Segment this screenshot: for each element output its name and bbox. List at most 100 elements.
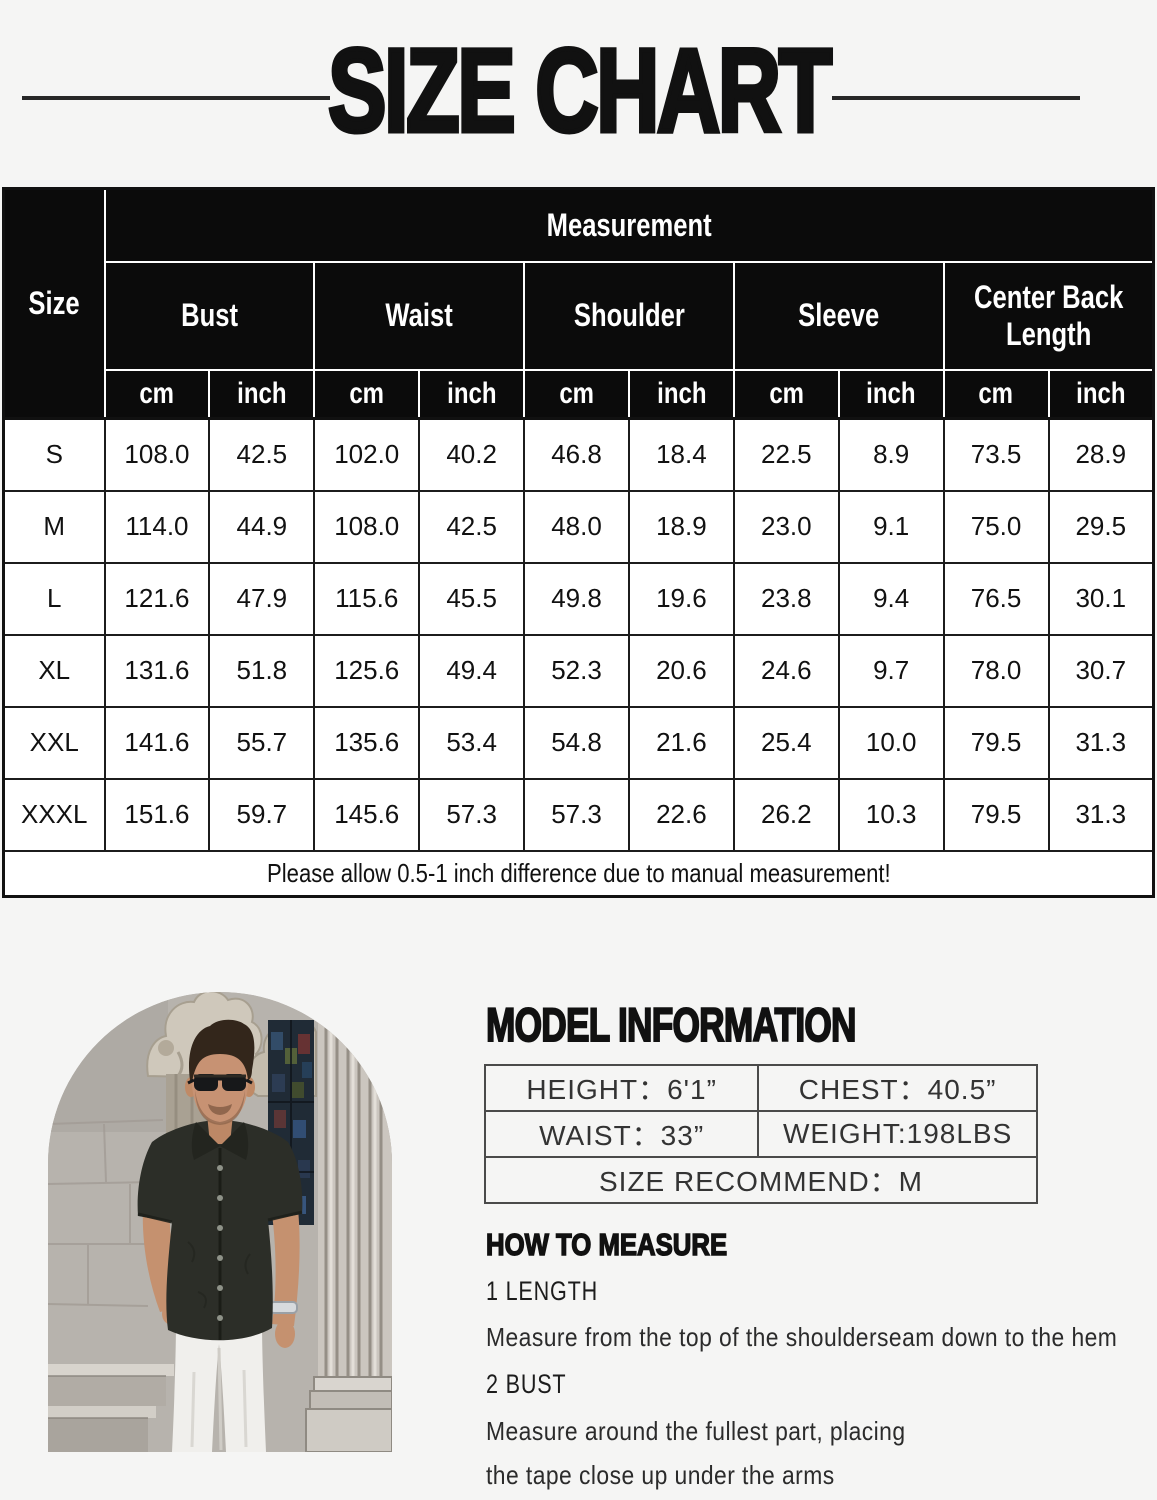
shirt-buttons [217,1165,223,1321]
model-chest: CHEST：40.5” [757,1064,1038,1112]
value-cell: 24.6 [732,633,840,708]
value-cell: 108.0 [313,489,421,564]
table-row-size-l: L 121.6 47.9 115.6 45.5 49.8 19.6 23.8 9… [2,561,1155,636]
unit-header-cm: cm [313,368,421,420]
value-cell: 57.3 [523,777,630,852]
value-cell: 108.0 [103,417,211,492]
value-cell: 47.9 [208,561,316,636]
value-cell: 20.6 [627,633,735,708]
title-rule-left [22,96,330,100]
size-cell: XL [2,633,106,708]
column-header-shoulder: Shoulder [523,260,735,371]
value-cell: 9.1 [837,489,945,564]
measure-step-2-text-line2: the tape close up under the arms [486,1460,835,1490]
table-row: WAIST：33” WEIGHT:198LBS [483,1110,1038,1158]
measure-step-2-text-line1: Measure around the fullest part, placing [486,1416,906,1446]
face [191,1044,249,1124]
model-height: HEIGHT：6'1” [483,1064,760,1112]
value-cell: 30.7 [1047,633,1155,708]
unit-header-inch: inch [1047,368,1155,420]
model-figure [137,1019,303,1452]
table-row: Bust Waist Shoulder Sleeve Center Back L… [4,260,1155,371]
unit-header-cm: cm [523,368,630,420]
measurement-group-header: Measurement [103,187,1155,263]
column-header-center-back-length: Center Back Length [942,260,1155,371]
model-info-title: MODEL INFORMATION [485,998,857,1051]
value-cell: 54.8 [523,705,630,780]
value-cell: 75.0 [942,489,1050,564]
table-row-note: Please allow 0.5-1 inch difference due t… [2,849,1155,898]
size-cell: M [2,489,106,564]
value-cell: 135.6 [313,705,421,780]
value-cell: 55.7 [208,705,316,780]
value-cell: 49.4 [418,633,526,708]
value-cell: 44.9 [208,489,316,564]
value-cell: 125.6 [313,633,421,708]
value-cell: 79.5 [942,705,1050,780]
size-cell: XXXL [2,777,106,852]
hair [188,1019,255,1082]
value-cell: 53.4 [418,705,526,780]
size-cell: S [2,417,106,492]
value-cell: 9.7 [837,633,945,708]
column-header-waist: Waist [313,260,526,371]
title-rule-right [832,96,1080,100]
size-table-header: Size Measurement Bust Waist Shoulder Sle… [2,187,1155,420]
column-header-sleeve: Sleeve [732,260,945,371]
value-cell: 131.6 [103,633,211,708]
value-cell: 23.8 [732,561,840,636]
value-cell: 73.5 [942,417,1050,492]
size-chart-table: Size Measurement Bust Waist Shoulder Sle… [2,187,1155,898]
value-cell: 26.2 [732,777,840,852]
unit-header-inch: inch [208,368,316,420]
value-cell: 48.0 [523,489,630,564]
value-cell: 102.0 [313,417,421,492]
value-cell: 151.6 [103,777,211,852]
value-cell: 22.5 [732,417,840,492]
value-cell: 10.3 [837,777,945,852]
size-cell: XXL [2,705,106,780]
measure-step-1-text: Measure from the top of the shoulderseam… [486,1322,1118,1352]
size-cell: L [2,561,106,636]
value-cell: 76.5 [942,561,1050,636]
measure-step-1-label: 1 LENGTH [486,1276,599,1306]
value-cell: 121.6 [103,561,211,636]
value-cell: 114.0 [103,489,211,564]
value-cell: 30.1 [1047,561,1155,636]
model-photo-illustration [48,992,392,1452]
size-table-footer: Please allow 0.5-1 inch difference due t… [2,849,1155,898]
table-row: SIZE RECOMMEND：M [484,1156,1038,1204]
unit-header-inch: inch [627,368,735,420]
value-cell: 40.2 [418,417,526,492]
sunglasses [187,1074,253,1091]
size-table-body: S 108.0 42.5 102.0 40.2 46.8 18.4 22.5 8… [2,417,1155,852]
unit-header-inch: inch [837,368,945,420]
stone-steps [48,1364,174,1452]
model-info-table: HEIGHT：6'1” CHEST：40.5” WAIST：33” WEIGHT… [483,1064,1038,1204]
table-row-size-xxl: XXL 141.6 55.7 135.6 53.4 54.8 21.6 25.4… [2,705,1155,780]
value-cell: 23.0 [732,489,840,564]
value-cell: 8.9 [837,417,945,492]
measurement-note: Please allow 0.5-1 inch difference due t… [2,849,1155,898]
value-cell: 29.5 [1047,489,1155,564]
value-cell: 28.9 [1047,417,1155,492]
value-cell: 25.4 [732,705,840,780]
size-column-header: Size [2,187,106,420]
table-row: Size Measurement [2,187,1155,420]
value-cell: 10.0 [837,705,945,780]
unit-header-cm: cm [103,368,211,420]
value-cell: 21.6 [627,705,735,780]
value-cell: 78.0 [942,633,1050,708]
measure-step-2-label: 2 BUST [486,1369,567,1399]
value-cell: 57.3 [418,777,526,852]
table-row: HEIGHT：6'1” CHEST：40.5” [483,1064,1038,1112]
value-cell: 49.8 [523,561,630,636]
value-cell: 46.8 [523,417,630,492]
fluted-column [305,992,392,1452]
model-waist: WAIST：33” [483,1110,760,1158]
value-cell: 42.5 [418,489,526,564]
unit-header-cm: cm [732,368,840,420]
page-title: SIZE CHART [0,30,1157,153]
value-cell: 79.5 [942,777,1050,852]
value-cell: 19.6 [627,561,735,636]
